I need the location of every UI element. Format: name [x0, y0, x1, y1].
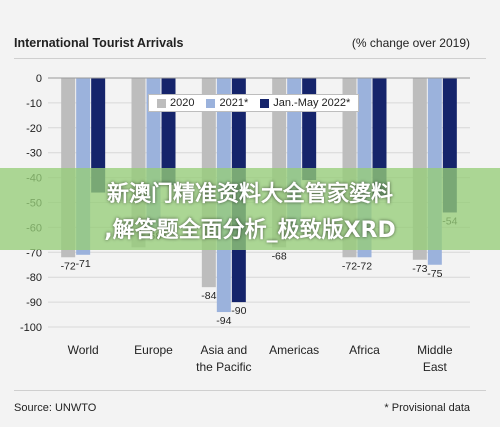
legend-item-2020: 2020 — [157, 97, 194, 109]
x-category-label: Americas — [269, 343, 319, 357]
legend-item-2021: 2021* — [206, 97, 248, 109]
x-category-label: World — [68, 343, 99, 357]
x-category-label: East — [423, 360, 448, 374]
x-category-label: Africa — [349, 343, 380, 357]
legend-label-2022: Jan.-May 2022* — [273, 97, 351, 109]
y-tick-label: -30 — [26, 148, 42, 160]
divider-top — [14, 58, 486, 59]
x-category-label: Asia and — [200, 343, 247, 357]
x-category-label: the Pacific — [196, 360, 251, 374]
chart-title: International Tourist Arrivals — [14, 36, 184, 50]
legend-label-2020: 2020 — [170, 97, 195, 109]
watermark-line-1: 新澳门精准资料大全管家婆料 — [106, 182, 393, 207]
y-tick-label: -10 — [26, 98, 42, 110]
data-label: -73 — [412, 263, 427, 275]
data-label: -84 — [201, 290, 216, 302]
x-category-label: Europe — [134, 343, 173, 357]
bar — [372, 78, 387, 198]
legend-swatch-2020 — [157, 98, 166, 108]
y-tick-label: -90 — [26, 297, 42, 309]
provisional-note: * Provisional data — [384, 402, 470, 414]
y-tick-label: -20 — [26, 123, 42, 135]
source-note: Source: UNWTO — [14, 402, 97, 414]
legend-item-2022: Jan.-May 2022* — [260, 97, 350, 109]
divider-bottom — [14, 390, 486, 391]
legend-label-2021: 2021* — [219, 97, 249, 109]
promo-watermark-banner: 新澳门精准资料大全管家婆料 ,解答题全面分析_极致版XRD — [0, 168, 500, 250]
chart-subtitle: (% change over 2019) — [351, 36, 470, 50]
data-label: -71 — [76, 258, 91, 270]
legend-swatch-2022 — [260, 98, 270, 108]
y-tick-label: 0 — [36, 73, 42, 85]
data-label: -72 — [61, 260, 76, 272]
data-label: -94 — [216, 315, 231, 327]
chart-legend: 2020 2021* Jan.-May 2022* — [148, 94, 360, 112]
y-tick-label: -80 — [26, 272, 42, 284]
watermark-line-2: ,解答题全面分析_极致版XRD — [104, 218, 396, 243]
legend-swatch-2021 — [206, 98, 216, 108]
x-category-label: Middle — [417, 343, 453, 357]
data-label: -68 — [272, 250, 287, 262]
data-label: -75 — [427, 268, 442, 280]
y-tick-label: -70 — [26, 247, 42, 259]
y-tick-label: -100 — [20, 322, 42, 334]
data-label: -90 — [231, 305, 246, 317]
bar — [91, 78, 106, 193]
data-label: -72 — [342, 260, 357, 272]
data-label: -72 — [357, 260, 372, 272]
